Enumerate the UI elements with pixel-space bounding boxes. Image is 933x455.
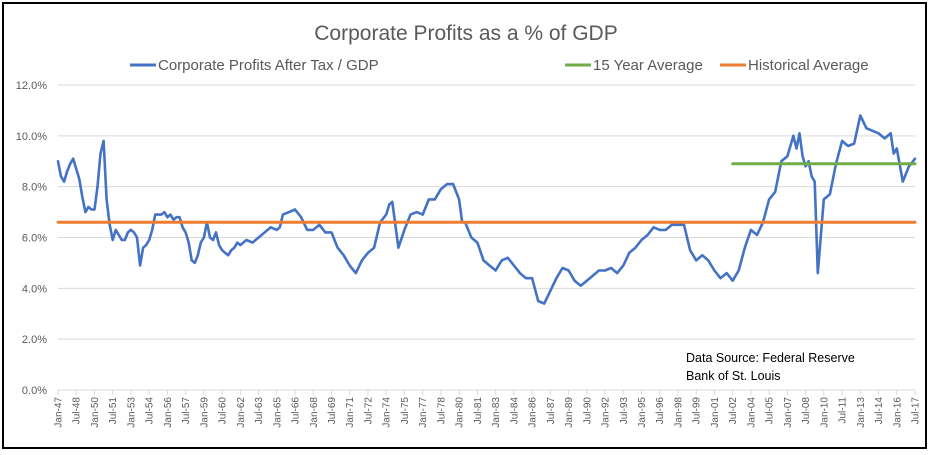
x-tick-label: Jan-56 [163, 397, 174, 428]
data-source-annotation-line1: Data Source: Federal Reserve [686, 351, 855, 365]
x-tick-label: Jan-77 [418, 397, 429, 428]
x-tick-label: Jan-86 [528, 397, 539, 428]
x-tick-label: Jul-90 [582, 397, 593, 425]
x-tick-label: Jul-54 [145, 397, 156, 425]
x-tick-label: Jan-89 [564, 397, 575, 428]
x-tick-label: Jul-75 [400, 397, 411, 425]
x-tick-label: Jul-84 [509, 397, 520, 425]
x-tick-label: Jan-62 [236, 397, 247, 428]
x-tick-label: Jan-59 [199, 397, 210, 428]
x-tick-label: Jan-13 [856, 397, 867, 428]
x-tick-label: Jan-50 [90, 397, 101, 428]
x-tick-label: Jan-71 [345, 397, 356, 428]
x-tick-label: Jan-92 [601, 397, 612, 428]
y-tick-label: 8.0% [22, 182, 47, 194]
data-source-annotation-line2: Bank of St. Louis [686, 369, 781, 383]
x-tick-label: Jul-17 [911, 397, 922, 425]
x-tick-label: Jul-02 [728, 397, 739, 425]
x-tick-label: Jan-65 [272, 397, 283, 428]
x-tick-label: Jul-96 [655, 397, 666, 425]
chart-title: Corporate Profits as a % of GDP [314, 22, 617, 45]
y-tick-label: 12.0% [16, 80, 47, 92]
x-tick-label: Jul-48 [72, 397, 83, 425]
legend-label: 15 Year Average [593, 57, 703, 74]
x-tick-label: Jul-93 [619, 397, 630, 425]
x-tick-label: Jul-63 [254, 397, 265, 425]
x-tick-label: Jan-68 [309, 397, 320, 428]
chart-frame [2, 2, 927, 449]
x-tick-label: Jul-87 [546, 397, 557, 425]
y-tick-label: 10.0% [16, 131, 47, 143]
x-tick-label: Jan-01 [710, 397, 721, 428]
x-tick-label: Jul-99 [692, 397, 703, 425]
x-tick-label: Jul-72 [363, 397, 374, 425]
series-line-corporate-profits-after-tax-gdp [56, 114, 917, 305]
gridlines [58, 84, 915, 340]
legend-label: Corporate Profits After Tax / GDP [158, 57, 379, 74]
x-tick-label: Jan-95 [637, 397, 648, 428]
legend: Corporate Profits After Tax / GDP 15 Year… [130, 57, 869, 74]
x-tick-label: Jul-78 [436, 397, 447, 425]
y-tick-label: 0.0% [22, 385, 47, 397]
x-tick-label: Jan-47 [54, 397, 65, 428]
legend-label: Historical Average [748, 57, 869, 74]
x-tick-label: Jul-51 [108, 397, 119, 425]
x-tick-label: Jul-14 [874, 397, 885, 425]
series-group [56, 114, 917, 305]
y-tick-label: 2.0% [22, 334, 47, 346]
x-tick-label: Jan-74 [382, 397, 393, 428]
x-tick-label: Jan-04 [746, 397, 757, 428]
x-tick-label: Jan-98 [673, 397, 684, 428]
x-tick-label: Jul-60 [218, 397, 229, 425]
x-tick-label: Jan-16 [892, 397, 903, 428]
x-tick-label: Jul-69 [327, 397, 338, 425]
y-axis: 0.0% 2.0% 4.0% 6.0% 8.0% 10.0% 12.0% [16, 80, 47, 397]
x-tick-label: Jan-53 [126, 397, 137, 428]
x-tick-label: Jul-66 [291, 397, 302, 425]
x-axis: Jan-47 Jul-48 Jan-50 Jul-51 Jan-53 Jul-54 Jan-… [54, 389, 922, 428]
y-tick-label: 6.0% [22, 233, 47, 245]
x-tick-label: Jul-11 [838, 397, 849, 424]
x-tick-label: Jan-07 [783, 397, 794, 428]
x-tick-label: Jan-10 [819, 397, 830, 428]
x-tick-label: Jan-80 [455, 397, 466, 428]
y-tick-label: 4.0% [22, 283, 47, 295]
x-tick-label: Jul-05 [765, 397, 776, 425]
x-tick-label: Jul-81 [473, 397, 484, 425]
x-tick-label: Jul-57 [181, 397, 192, 425]
x-tick-label: Jan-83 [491, 397, 502, 428]
x-tick-label: Jul-08 [801, 397, 812, 425]
